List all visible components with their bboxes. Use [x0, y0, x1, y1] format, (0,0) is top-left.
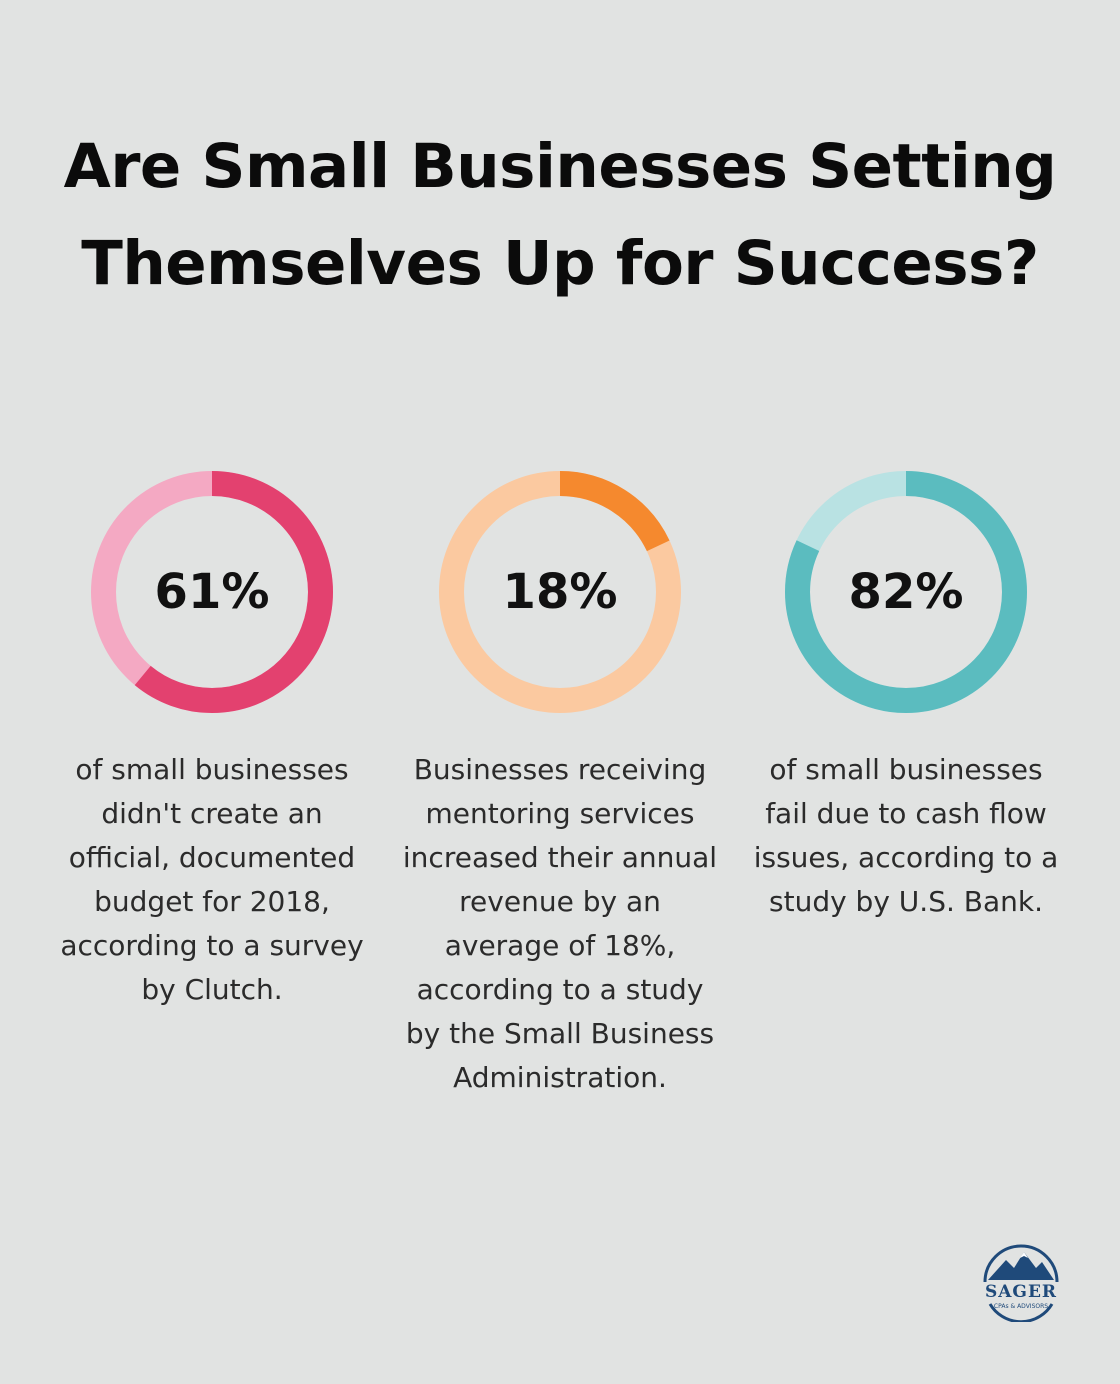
donut-fill	[785, 471, 1027, 713]
stat-column-2: 18% Businesses receiving mentoring servi…	[400, 470, 720, 1100]
stat-description: Businesses receiving mentoring services …	[402, 753, 718, 1094]
logo-mountains	[988, 1252, 1054, 1280]
donut-chart-2: 18%	[439, 471, 681, 713]
logo-snowcap	[1020, 1252, 1028, 1258]
logo-wordmark: SAGER	[985, 1282, 1057, 1302]
donut-value-label: 82%	[849, 564, 964, 620]
stat-description: of small businesses fail due to cash flo…	[753, 753, 1059, 918]
mountain-icon: SAGER CPAs & ADVISORS	[983, 1244, 1059, 1324]
logo-ring-bottom	[988, 1303, 1054, 1324]
stat-description: of small businesses didn't create an off…	[60, 753, 364, 1006]
donut-value-label: 18%	[503, 564, 618, 620]
brand-logo: SAGER CPAs & ADVISORS	[976, 1244, 1066, 1324]
stat-column-3: 82% of small businesses fail due to cash…	[746, 470, 1066, 924]
donut-chart-3: 82%	[785, 471, 1027, 713]
donut-fill	[91, 471, 333, 713]
donut-chart-1: 61%	[91, 471, 333, 713]
logo-ring	[983, 1244, 1059, 1283]
logo-tagline: CPAs & ADVISORS	[994, 1303, 1048, 1310]
stat-column-1: 61% of small businesses didn't create an…	[52, 470, 372, 1012]
donut-fill	[439, 471, 681, 713]
donut-value-label: 61%	[155, 564, 270, 620]
page-title: Are Small Businesses Setting Themselves …	[63, 131, 1057, 299]
